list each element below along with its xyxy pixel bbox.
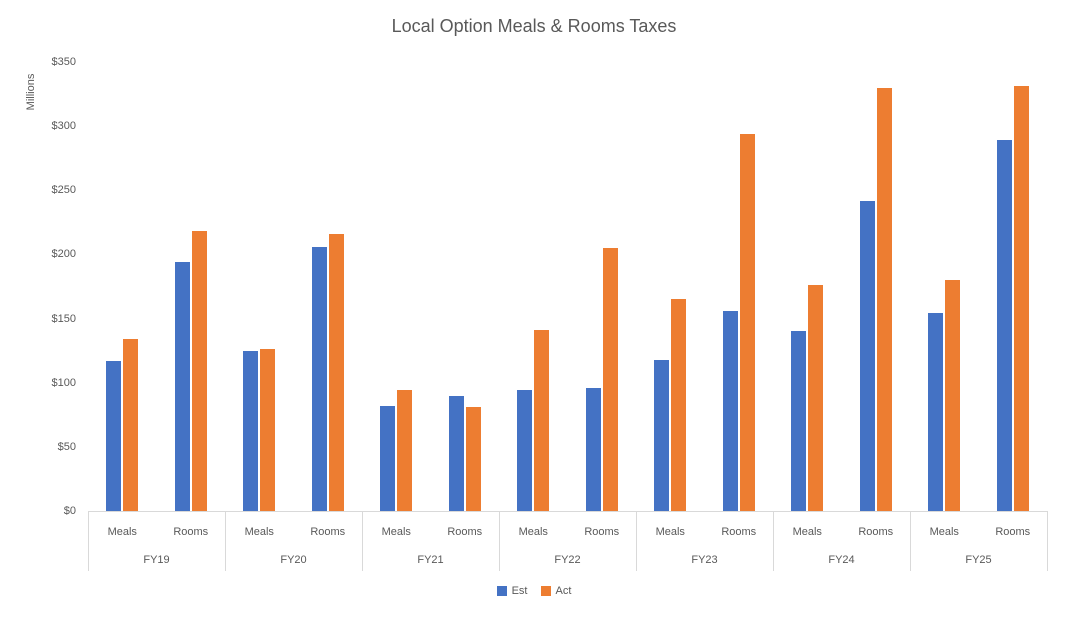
bar-act-fy20-meals: [260, 349, 276, 511]
category-separator: [636, 511, 637, 571]
y-tick-label: $0: [63, 505, 76, 517]
bar-act-fy21-rooms: [465, 407, 481, 511]
bar-act-fy22-rooms: [602, 248, 618, 511]
bar-act-fy25-meals: [945, 280, 961, 511]
bar-est-fy25-meals: [928, 313, 944, 511]
category-label: FY21: [417, 554, 444, 566]
legend-label-est: Est: [511, 585, 528, 597]
bar-act-fy19-meals: [123, 339, 139, 511]
plot-area: [88, 62, 1047, 511]
legend-label-act: Act: [555, 585, 572, 597]
bar-est-fy20-meals: [243, 351, 259, 511]
y-tick-label: $200: [51, 248, 76, 261]
bar-est-fy23-rooms: [722, 311, 738, 511]
y-axis-title: Millions: [25, 73, 37, 111]
bar-est-fy20-rooms: [311, 247, 327, 511]
y-tick-label: $250: [51, 184, 76, 197]
category-separator: [362, 511, 363, 571]
bar-est-fy24-meals: [791, 331, 807, 511]
bar-est-fy19-rooms: [174, 262, 190, 511]
bar-act-fy24-meals: [808, 285, 824, 511]
bar-est-fy24-rooms: [859, 201, 875, 511]
subcategory-label: Meals: [792, 526, 822, 538]
subcategory-label: Rooms: [858, 526, 894, 538]
chart-title: Local Option Meals & Rooms Taxes: [391, 16, 677, 36]
category-separator: [773, 511, 774, 571]
subcategory-label: Meals: [518, 526, 548, 538]
y-tick-label: $150: [51, 312, 76, 325]
category-separator: [88, 511, 89, 571]
bar-est-fy22-rooms: [585, 388, 601, 511]
subcategory-label: Rooms: [721, 526, 757, 538]
legend-swatch-act: [540, 586, 551, 596]
bar-est-fy25-rooms: [996, 140, 1012, 511]
legend: Est Act: [0, 585, 1068, 597]
subcategory-label: Rooms: [995, 526, 1031, 538]
y-tick-label: $350: [51, 56, 76, 68]
bar-est-fy19-meals: [106, 361, 122, 511]
category-label: FY23: [691, 554, 718, 566]
bar-act-fy25-rooms: [1013, 86, 1029, 511]
category-separator: [225, 511, 226, 571]
bar-act-fy24-rooms: [876, 88, 892, 511]
subcategory-label: Rooms: [310, 526, 346, 538]
y-tick-label: $50: [57, 440, 76, 453]
subcategory-label: Rooms: [447, 526, 483, 538]
subcategory-label: Meals: [929, 526, 959, 538]
bar-est-fy22-meals: [517, 390, 533, 511]
category-label: FY24: [828, 554, 855, 566]
bar-est-fy23-meals: [654, 360, 670, 511]
bar-act-fy20-rooms: [328, 234, 344, 511]
subcategory-label: Meals: [381, 526, 411, 538]
subcategory-label: Rooms: [584, 526, 620, 538]
bar-act-fy19-rooms: [191, 231, 207, 511]
bar-act-fy21-meals: [397, 390, 413, 511]
bar-est-fy21-meals: [380, 406, 396, 511]
legend-item-est: Est: [496, 585, 528, 597]
legend-swatch-est: [496, 586, 507, 596]
category-separator: [1047, 511, 1048, 571]
category-separator: [499, 511, 500, 571]
subcategory-label: Meals: [244, 526, 274, 538]
category-separator: [910, 511, 911, 571]
subcategory-label: Meals: [107, 526, 137, 538]
subcategory-label: Meals: [655, 526, 685, 538]
y-tick-label: $300: [51, 120, 76, 133]
subcategory-label: Rooms: [173, 526, 209, 538]
category-label: FY22: [554, 554, 581, 566]
bar-est-fy21-rooms: [448, 396, 464, 511]
category-label: FY20: [280, 554, 307, 566]
x-axis-line: [88, 511, 1048, 512]
bar-act-fy23-rooms: [739, 134, 755, 511]
legend-item-act: Act: [540, 585, 572, 597]
bar-act-fy23-meals: [671, 299, 687, 511]
category-label: FY19: [143, 554, 170, 566]
category-label: FY25: [965, 554, 992, 566]
y-tick-label: $100: [51, 376, 76, 389]
bar-act-fy22-meals: [534, 330, 550, 511]
